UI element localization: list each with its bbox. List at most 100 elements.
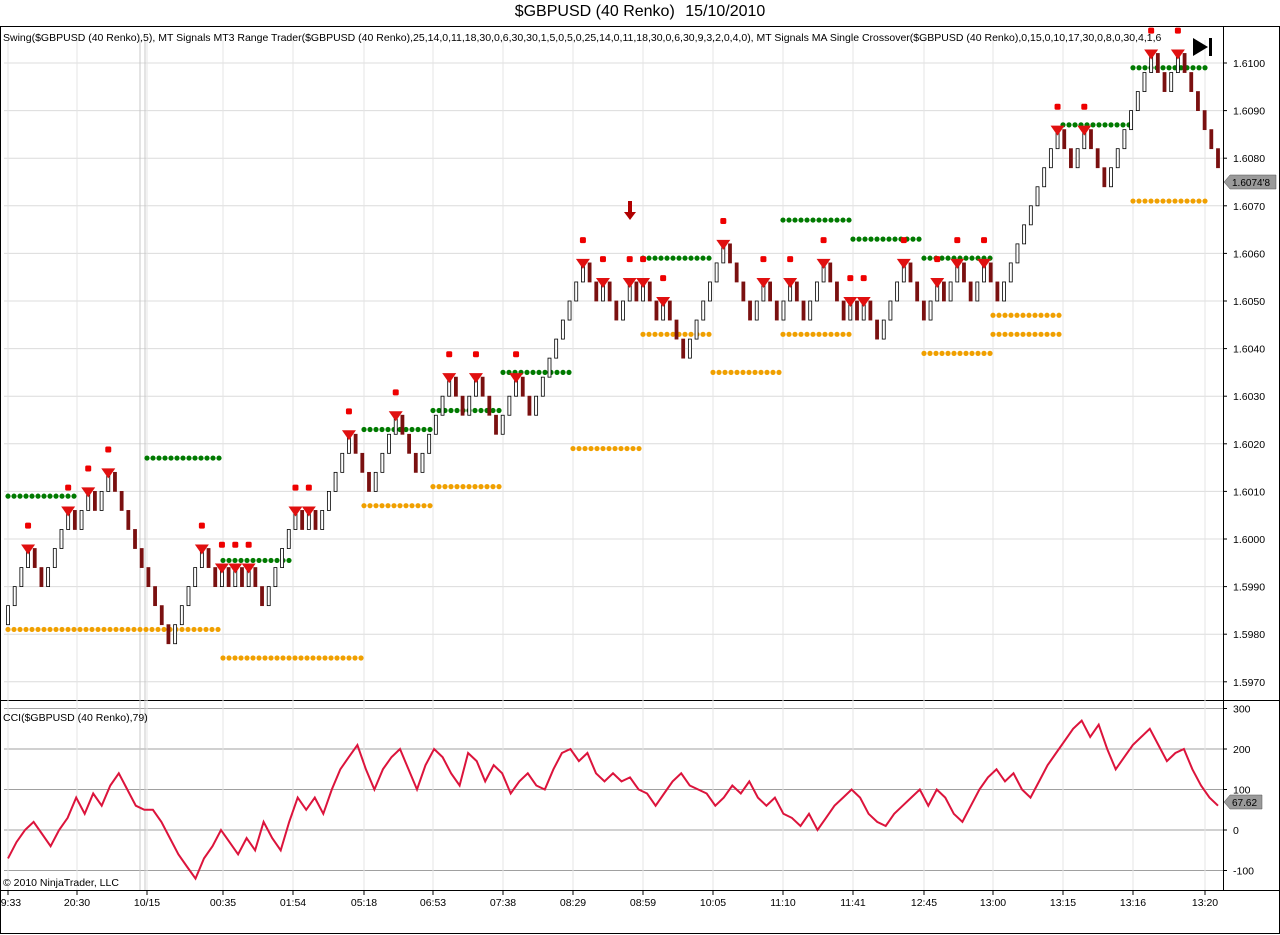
- swing-low-dot: [792, 331, 798, 337]
- sell-signal-heart: [843, 297, 858, 307]
- swing-low-dot: [250, 655, 256, 661]
- renko-brick-down: [855, 300, 859, 321]
- renko-brick-up: [1075, 148, 1080, 169]
- swing-low-dot: [442, 484, 448, 490]
- swing-low-dot: [1014, 331, 1020, 337]
- swing-low-dot: [1044, 312, 1050, 318]
- swing-low-dot: [963, 350, 969, 356]
- swing-low-dot: [664, 331, 670, 337]
- swing-low-dot: [1202, 198, 1208, 204]
- swing-low-dot: [107, 626, 113, 633]
- swing-low-dot: [197, 626, 203, 633]
- swing-low-dot: [981, 350, 987, 356]
- swing-low-dot: [700, 331, 706, 337]
- swing-high-dot: [840, 217, 846, 223]
- renko-brick-down: [1102, 167, 1107, 188]
- swing-low-dot: [957, 350, 963, 356]
- renko-brick-up: [881, 319, 886, 340]
- swing-low-dot: [975, 350, 981, 356]
- swing-low-dot: [1136, 198, 1142, 204]
- renko-brick-down: [72, 510, 77, 530]
- swing-low-dot: [292, 655, 298, 661]
- renko-brick-down: [360, 452, 365, 473]
- swing-high-dot: [1196, 65, 1202, 71]
- signal-dot: [981, 237, 988, 244]
- renko-brick-up: [12, 586, 17, 607]
- swing-low-dot: [646, 331, 652, 337]
- renko-brick-down: [1095, 148, 1100, 169]
- swing-low-dot: [209, 626, 215, 633]
- swing-low-dot: [834, 331, 840, 337]
- cci-tick-label: 200: [1233, 744, 1251, 756]
- swing-high-dot: [916, 236, 922, 242]
- swing-high-dot: [490, 407, 496, 414]
- sell-signal-heart: [716, 239, 731, 250]
- swing-low-dot: [373, 503, 379, 509]
- price-tick-label: 1.6030: [1233, 391, 1265, 403]
- swing-high-dot: [652, 255, 658, 261]
- time-tick-label: 20:30: [64, 897, 90, 909]
- renko-brick-up: [52, 548, 57, 568]
- swing-high-dot: [798, 217, 804, 223]
- swing-high-dot: [1142, 65, 1148, 71]
- swing-low-dot: [334, 655, 340, 661]
- price-tick-label: 1.5970: [1233, 677, 1265, 689]
- renko-brick-up: [326, 490, 331, 511]
- renko-brick-down: [520, 376, 525, 397]
- swing-high-dot: [436, 407, 442, 414]
- signal-dots: [21, 27, 1185, 574]
- swing-high-dot: [542, 369, 548, 375]
- signal-dot: [640, 256, 647, 263]
- renko-brick-up: [754, 300, 759, 321]
- last-cci-tag: 67.62: [1223, 794, 1263, 810]
- renko-brick-up: [1109, 167, 1113, 188]
- swing-low-dot: [1148, 198, 1154, 204]
- sell-signal-heart: [656, 297, 671, 307]
- renko-brick-down: [995, 281, 1000, 302]
- swing-low-dot: [256, 655, 262, 661]
- swing-high-dot: [880, 236, 886, 242]
- renko-brick-down: [487, 395, 492, 416]
- price-tick-label: 1.5980: [1233, 629, 1265, 641]
- swing-high-dot: [262, 557, 268, 564]
- renko-brick-up: [928, 300, 933, 321]
- swing-high-dot: [560, 369, 566, 375]
- sell-signal-heart: [214, 563, 229, 574]
- swing-high-dot: [1202, 65, 1208, 71]
- swing-low-dot: [409, 503, 415, 509]
- renko-brick-down: [667, 300, 672, 321]
- renko-brick-down: [748, 300, 752, 321]
- swing-low-dot: [23, 626, 29, 633]
- swing-low-dot: [280, 655, 286, 661]
- signal-dot: [446, 351, 453, 358]
- renko-brick-up: [179, 605, 184, 626]
- price-tick-label: 1.6060: [1233, 248, 1265, 260]
- sell-signal-heart: [856, 297, 871, 307]
- time-tick-label: 13:15: [1050, 897, 1076, 909]
- swing-high-dot: [536, 369, 542, 375]
- swing-low-dot: [1166, 198, 1172, 204]
- price-tick-label: 1.6100: [1233, 58, 1265, 70]
- sell-signal-heart: [1077, 125, 1092, 136]
- swing-high-dot: [892, 236, 898, 242]
- renko-brick-up: [560, 319, 565, 340]
- sell-signal-heart: [930, 277, 945, 288]
- price-tick-label: 1.6000: [1233, 534, 1265, 546]
- swing-low-dot: [670, 331, 676, 337]
- swing-low-dot: [1050, 312, 1056, 318]
- swing-high-dot: [1190, 65, 1196, 71]
- swing-low-dot: [238, 655, 244, 661]
- swing-high-dot: [664, 255, 670, 261]
- renko-brick-up: [19, 567, 24, 587]
- signal-dot: [760, 256, 767, 263]
- renko-brick-down: [527, 395, 532, 416]
- renko-brick-down: [313, 510, 318, 530]
- swing-high-dot: [846, 217, 852, 223]
- renko-brick-down: [681, 338, 686, 359]
- swing-low-dot: [1160, 198, 1166, 204]
- swing-high-dot: [786, 217, 792, 223]
- cci-tick-label: 0: [1233, 825, 1239, 837]
- scroll-to-end-icon[interactable]: [1193, 38, 1212, 56]
- swing-low-dot: [65, 626, 71, 633]
- swing-low-dot: [722, 369, 728, 375]
